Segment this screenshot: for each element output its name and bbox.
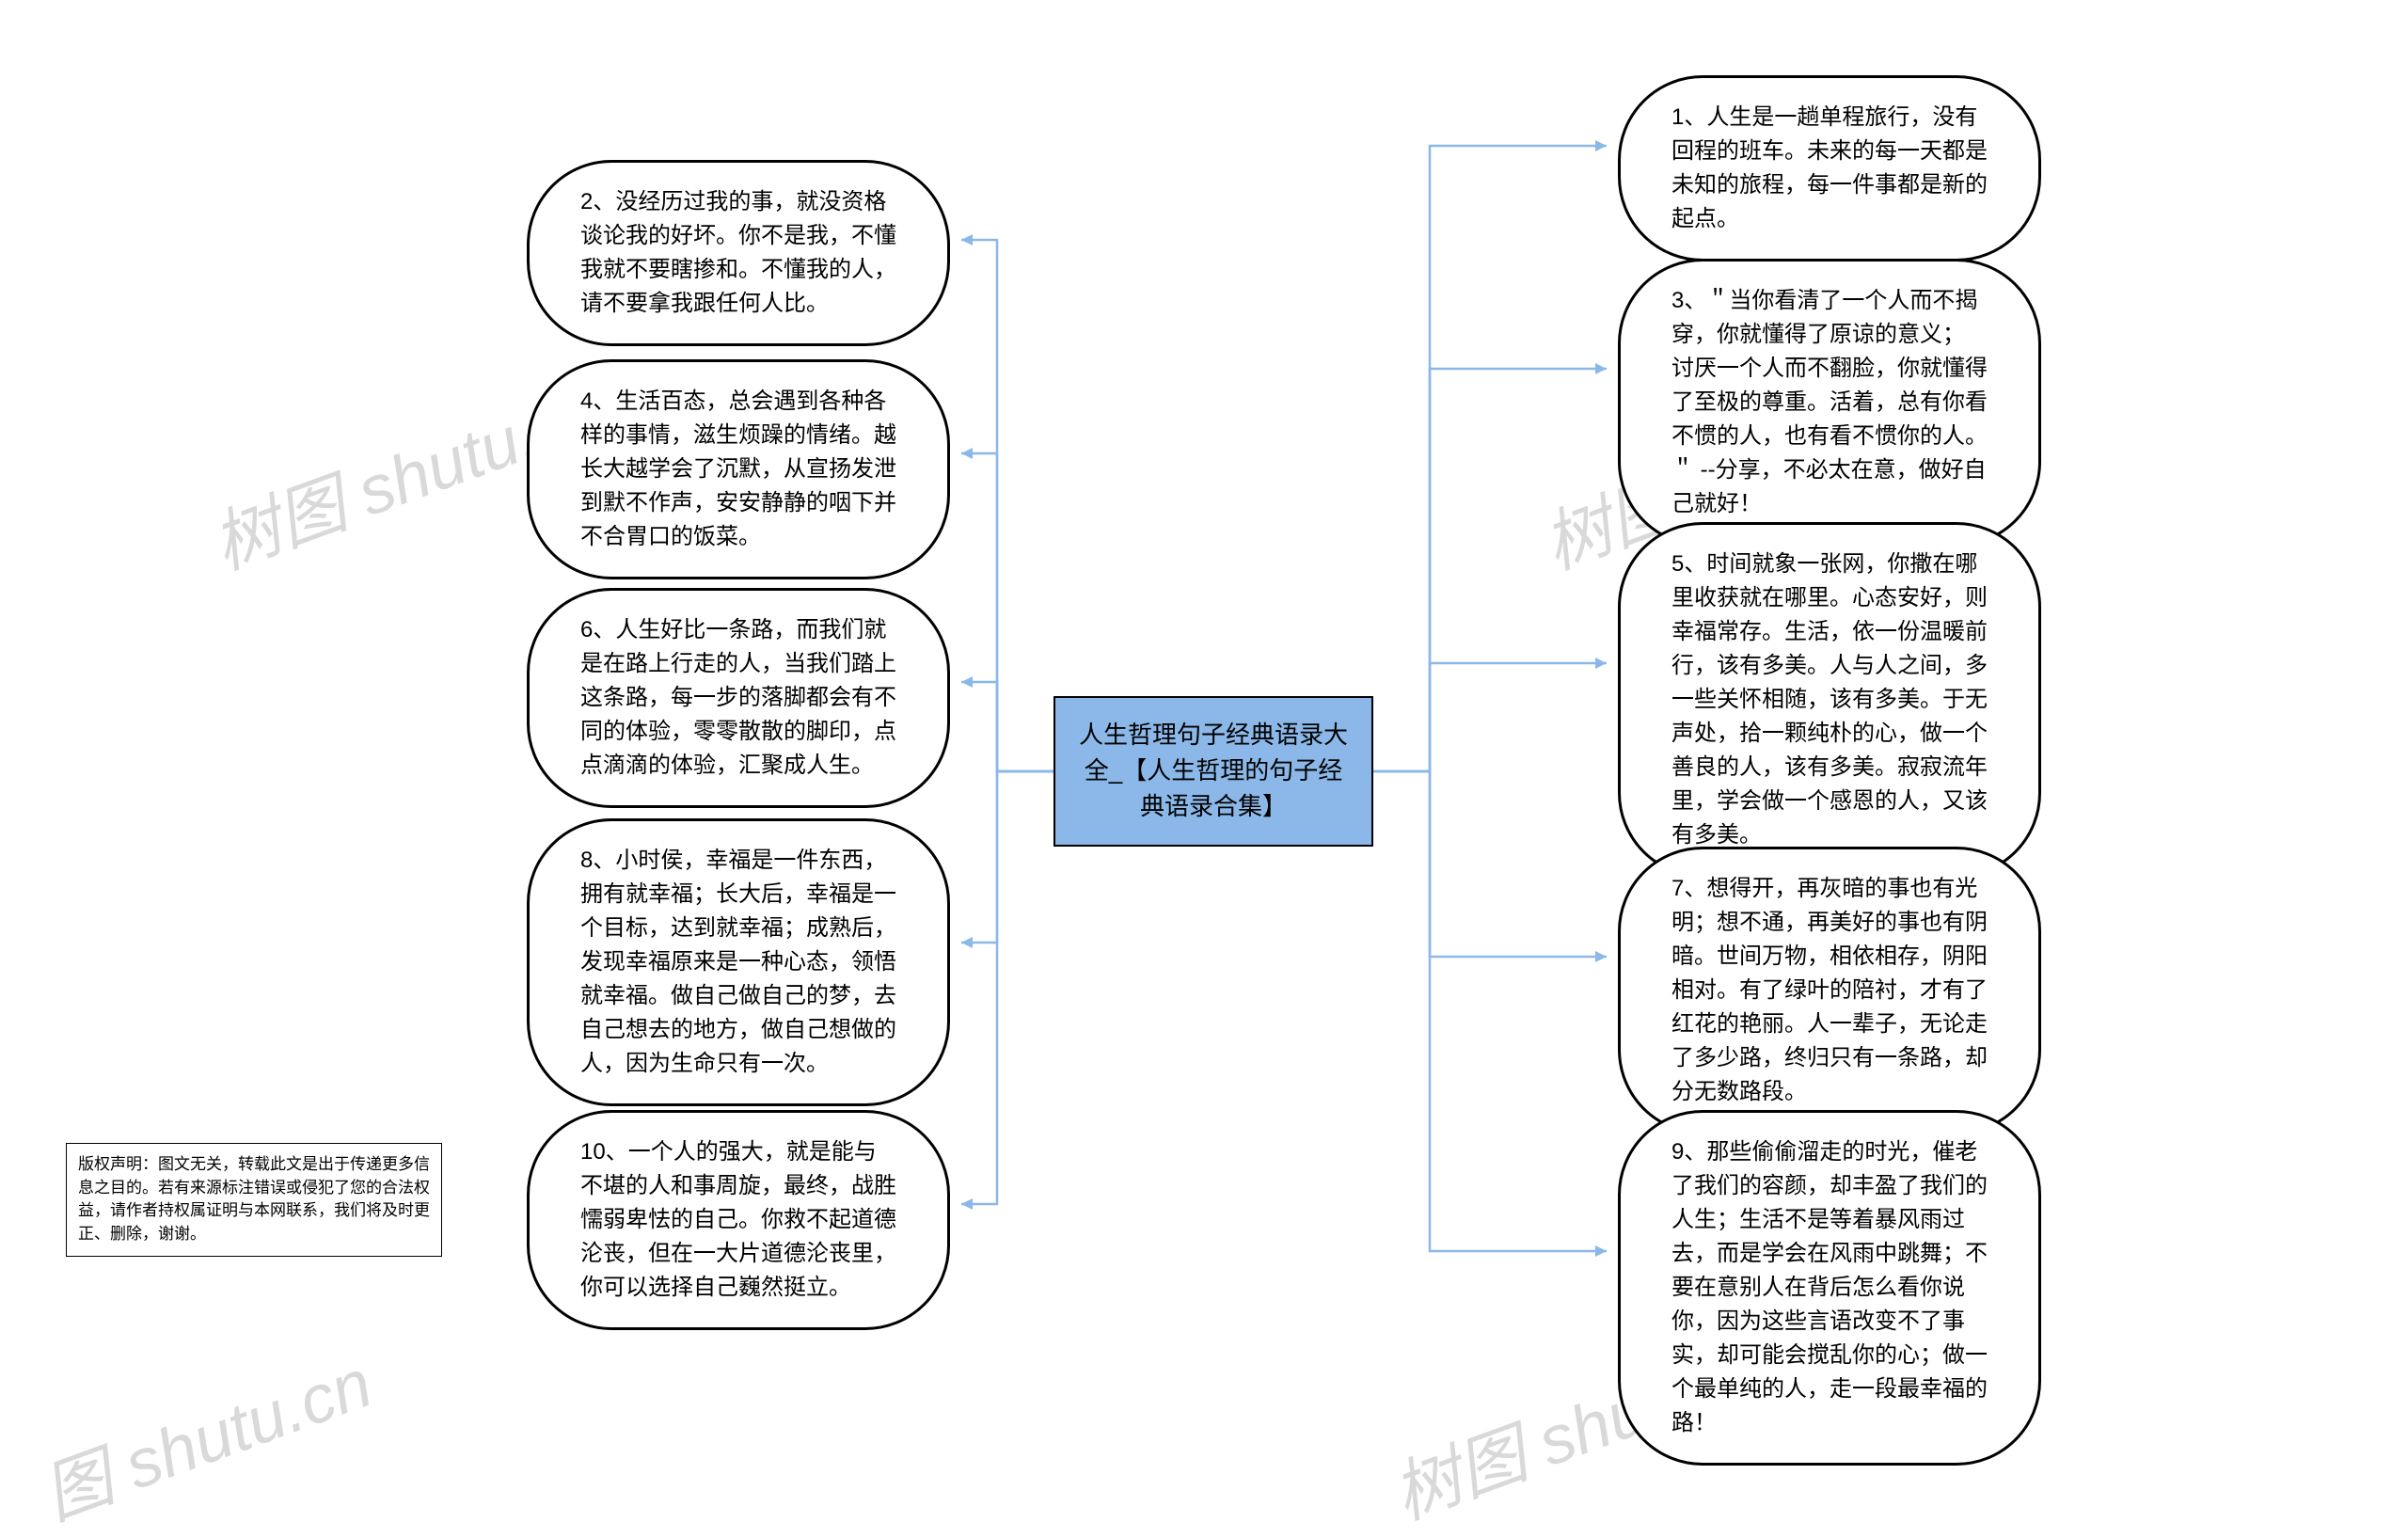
leaf-node-7[interactable]: 7、想得开，再灰暗的事也有光明；想不通，再美好的事也有阴暗。世间万物，相依相存，… xyxy=(1618,847,2041,1134)
leaf-text: 3、＂当你看清了一个人而不揭穿，你就懂得了原谅的意义； 讨厌一个人而不翻脸，你就… xyxy=(1671,288,1988,516)
leaf-node-10[interactable]: 10、一个人的强大，就是能与不堪的人和事周旋，最终，战胜懦弱卑怯的自己。你救不起… xyxy=(527,1110,950,1330)
leaf-text: 9、那些偷偷溜走的时光，催老了我们的容颜，却丰盈了我们的人生；生活不是等着暴风雨… xyxy=(1671,1139,1988,1435)
leaf-node-6[interactable]: 6、人生好比一条路，而我们就是在路上行走的人，当我们踏上这条路，每一步的落脚都会… xyxy=(527,588,950,808)
leaf-node-1[interactable]: 1、人生是一趟单程旅行，没有回程的班车。未来的每一天都是未知的旅程，每一件事都是… xyxy=(1618,75,2041,262)
leaf-node-8[interactable]: 8、小时侯，幸福是一件东西，拥有就幸福；长大后，幸福是一个目标，达到就幸福；成熟… xyxy=(527,818,950,1106)
copyright-note: 版权声明：图文无关，转载此文是出于传递更多信息之目的。若有来源标注错误或侵犯了您… xyxy=(66,1143,442,1257)
leaf-text: 2、没经历过我的事，就没资格谈论我的好坏。你不是我，不懂我就不要瞎掺和。不懂我的… xyxy=(580,189,896,316)
leaf-text: 1、人生是一趟单程旅行，没有回程的班车。未来的每一天都是未知的旅程，每一件事都是… xyxy=(1671,104,1988,231)
leaf-text: 8、小时侯，幸福是一件东西，拥有就幸福；长大后，幸福是一个目标，达到就幸福；成熟… xyxy=(580,848,896,1076)
leaf-text: 7、想得开，再灰暗的事也有光明；想不通，再美好的事也有阴暗。世间万物，相依相存，… xyxy=(1671,876,1988,1104)
leaf-node-5[interactable]: 5、时间就象一张网，你撒在哪里收获就在哪里。心态安好，则幸福常存。生活，依一份温… xyxy=(1618,522,2041,878)
leaf-node-9[interactable]: 9、那些偷偷溜走的时光，催老了我们的容颜，却丰盈了我们的人生；生活不是等着暴风雨… xyxy=(1618,1110,2041,1466)
center-node-text: 人生哲理句子经典语录大全_【人生哲理的句子经典语录合集】 xyxy=(1074,718,1353,824)
leaf-text: 4、生活百态，总会遇到各种各样的事情，滋生烦躁的情绪。越长大越学会了沉默，从宣扬… xyxy=(580,388,896,549)
leaf-text: 10、一个人的强大，就是能与不堪的人和事周旋，最终，战胜懦弱卑怯的自己。你救不起… xyxy=(580,1139,896,1300)
leaf-node-2[interactable]: 2、没经历过我的事，就没资格谈论我的好坏。你不是我，不懂我就不要瞎掺和。不懂我的… xyxy=(527,160,950,346)
watermark: 图 shutu.cn xyxy=(27,1328,383,1538)
leaf-text: 5、时间就象一张网，你撒在哪里收获就在哪里。心态安好，则幸福常存。生活，依一份温… xyxy=(1671,551,1988,848)
mindmap-canvas: 树图 shutu.cn 树图 shutu.cn 图 shutu.cn 树图 sh… xyxy=(0,0,2408,1502)
leaf-text: 6、人生好比一条路，而我们就是在路上行走的人，当我们踏上这条路，每一步的落脚都会… xyxy=(580,617,896,778)
note-text: 版权声明：图文无关，转载此文是出于传递更多信息之目的。若有来源标注错误或侵犯了您… xyxy=(78,1155,430,1243)
leaf-node-4[interactable]: 4、生活百态，总会遇到各种各样的事情，滋生烦躁的情绪。越长大越学会了沉默，从宣扬… xyxy=(527,359,950,579)
leaf-node-3[interactable]: 3、＂当你看清了一个人而不揭穿，你就懂得了原谅的意义； 讨厌一个人而不翻脸，你就… xyxy=(1618,259,2041,547)
center-node[interactable]: 人生哲理句子经典语录大全_【人生哲理的句子经典语录合集】 xyxy=(1054,696,1373,847)
